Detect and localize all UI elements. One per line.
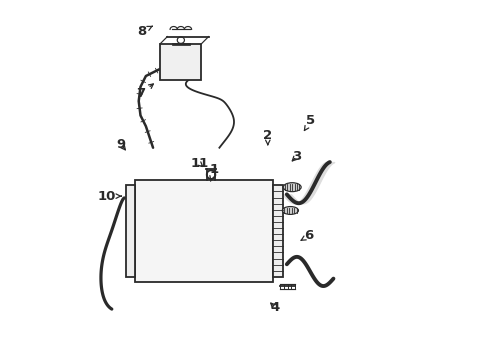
Text: 9: 9 [116,138,125,150]
Text: 8: 8 [138,25,152,38]
Text: 2: 2 [263,129,272,145]
Ellipse shape [283,183,301,192]
Text: 1: 1 [209,163,218,181]
Ellipse shape [282,207,298,215]
Text: 5: 5 [304,114,315,131]
Text: 6: 6 [301,229,313,242]
Text: 3: 3 [291,150,301,163]
Text: 11: 11 [190,157,208,170]
Polygon shape [273,185,283,277]
Polygon shape [160,44,201,80]
Text: 7: 7 [136,84,153,100]
Text: 4: 4 [270,301,279,314]
Polygon shape [126,185,135,277]
Text: 10: 10 [97,190,121,203]
Polygon shape [135,180,273,282]
